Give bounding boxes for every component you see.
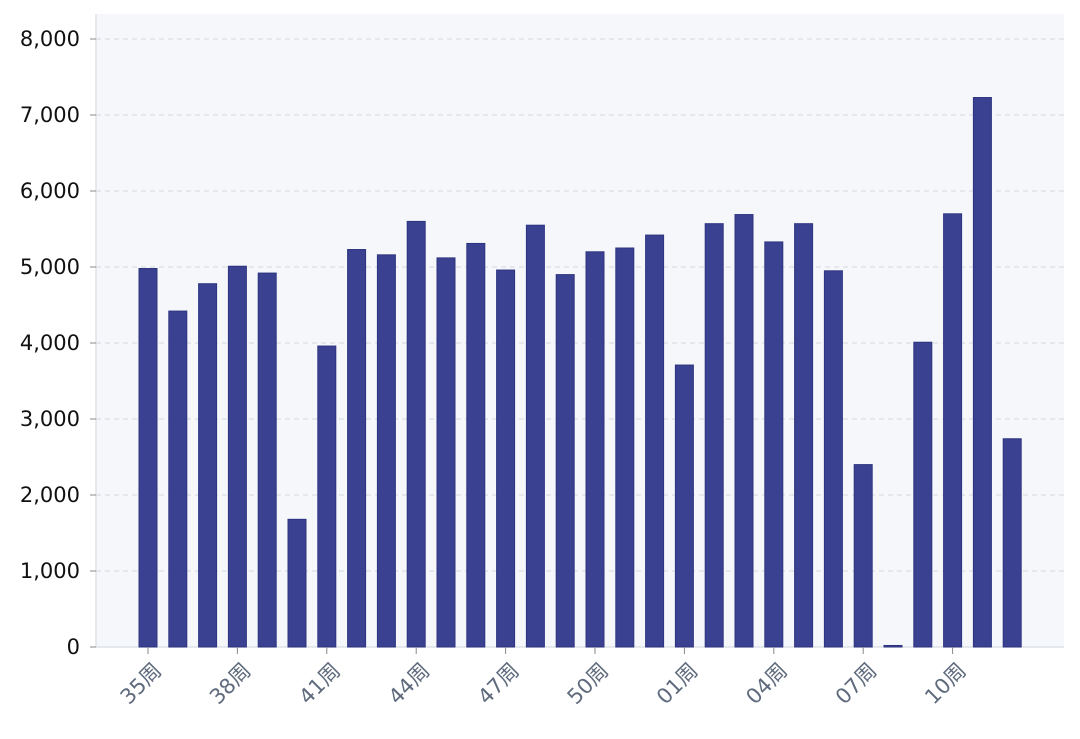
bar-08周 <box>883 644 903 648</box>
bar-43周 <box>376 254 396 648</box>
y-tick-label: 8,000 <box>20 27 80 51</box>
bar-46周 <box>466 242 486 648</box>
axes <box>95 14 1064 648</box>
bar-02周 <box>704 223 724 648</box>
y-axis-ticks: 0 1,000 2,000 3,000 4,000 5,000 6,000 7,000 8,00… <box>20 27 96 659</box>
bar-04周 <box>764 241 784 648</box>
x-tick-label: 01周 <box>652 658 703 709</box>
x-tick-label: 04周 <box>741 658 792 709</box>
bar-44周 <box>406 220 426 648</box>
x-tick-label: 38周 <box>205 658 256 709</box>
bar-50周 <box>585 251 605 648</box>
bar-45周 <box>436 257 456 648</box>
y-tick-label: 7,000 <box>20 103 80 127</box>
bar-09周 <box>913 341 933 648</box>
bar-49周 <box>555 274 575 648</box>
bar-06周 <box>823 270 843 648</box>
x-tick-label: 10周 <box>920 658 971 709</box>
y-tick-label: 6,000 <box>20 179 80 203</box>
bar-03周 <box>734 214 754 648</box>
bar-37周 <box>198 283 218 648</box>
bars <box>138 97 1022 648</box>
x-tick-label: 07周 <box>831 658 882 709</box>
y-tick-label: 3,000 <box>20 407 80 431</box>
x-tick-label: 44周 <box>384 658 435 709</box>
x-tick-label: 50周 <box>563 658 614 709</box>
bar-48周 <box>525 224 545 648</box>
y-tick-label: 0 <box>67 635 80 659</box>
bar-10周 <box>943 213 963 648</box>
bar-36周 <box>168 310 188 648</box>
bar-40周 <box>287 518 307 648</box>
bar-51周 <box>615 247 635 648</box>
bar-38周 <box>227 265 247 648</box>
y-tick-label: 4,000 <box>20 331 80 355</box>
bar-52周 <box>645 234 665 648</box>
bar-05周 <box>794 223 814 648</box>
bar-11周 <box>972 97 992 648</box>
bar-39周 <box>257 272 277 648</box>
x-tick-label: 47周 <box>473 658 524 709</box>
y-tick-label: 2,000 <box>20 483 80 507</box>
x-axis-ticks: 35周 38周 41周 44周 47周 50周 01周 04周 07周 10周 <box>116 647 971 709</box>
bar-41周 <box>317 345 337 648</box>
x-tick-label: 35周 <box>116 658 167 709</box>
bar-07周 <box>853 464 873 648</box>
bar-35周 <box>138 268 158 648</box>
bar-01周 <box>674 364 694 648</box>
bar-47周 <box>496 269 516 648</box>
y-tick-label: 5,000 <box>20 255 80 279</box>
bar-12周 <box>1002 438 1022 648</box>
bar-42周 <box>347 249 367 648</box>
x-tick-label: 41周 <box>294 658 345 709</box>
y-tick-label: 1,000 <box>20 559 80 583</box>
plot-background <box>96 14 1064 647</box>
